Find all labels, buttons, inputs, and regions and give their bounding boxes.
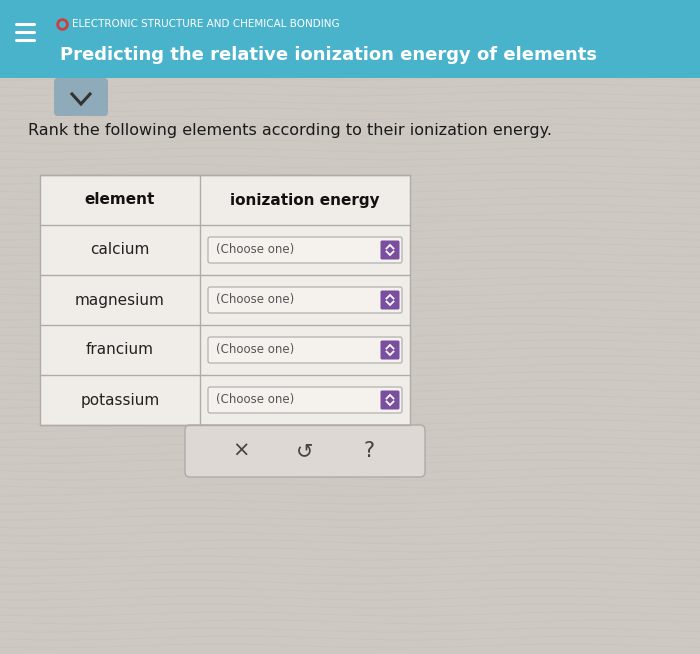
Bar bbox=[40, 175, 410, 425]
Text: ELECTRONIC STRUCTURE AND CHEMICAL BONDING: ELECTRONIC STRUCTURE AND CHEMICAL BONDIN… bbox=[72, 19, 340, 29]
Text: ↺: ↺ bbox=[296, 441, 314, 461]
FancyBboxPatch shape bbox=[208, 337, 402, 363]
Text: ×: × bbox=[232, 441, 249, 461]
Text: ?: ? bbox=[364, 441, 375, 461]
Text: element: element bbox=[85, 192, 155, 207]
Text: magnesium: magnesium bbox=[75, 292, 165, 307]
FancyBboxPatch shape bbox=[381, 241, 400, 260]
Text: potassium: potassium bbox=[80, 392, 160, 407]
Text: Rank the following elements according to their ionization energy.: Rank the following elements according to… bbox=[28, 122, 552, 137]
Text: calcium: calcium bbox=[90, 243, 150, 258]
Text: francium: francium bbox=[86, 343, 154, 358]
Text: (Choose one): (Choose one) bbox=[216, 243, 294, 256]
Bar bbox=[0, 0, 700, 78]
FancyBboxPatch shape bbox=[208, 387, 402, 413]
FancyBboxPatch shape bbox=[208, 237, 402, 263]
FancyBboxPatch shape bbox=[54, 78, 108, 116]
FancyBboxPatch shape bbox=[381, 390, 400, 409]
FancyBboxPatch shape bbox=[381, 341, 400, 360]
Text: ionization energy: ionization energy bbox=[230, 192, 380, 207]
Text: (Choose one): (Choose one) bbox=[216, 294, 294, 307]
Text: (Choose one): (Choose one) bbox=[216, 343, 294, 356]
Text: (Choose one): (Choose one) bbox=[216, 394, 294, 407]
FancyBboxPatch shape bbox=[185, 425, 425, 477]
FancyBboxPatch shape bbox=[208, 287, 402, 313]
FancyBboxPatch shape bbox=[381, 290, 400, 309]
Text: Predicting the relative ionization energy of elements: Predicting the relative ionization energ… bbox=[60, 46, 597, 64]
